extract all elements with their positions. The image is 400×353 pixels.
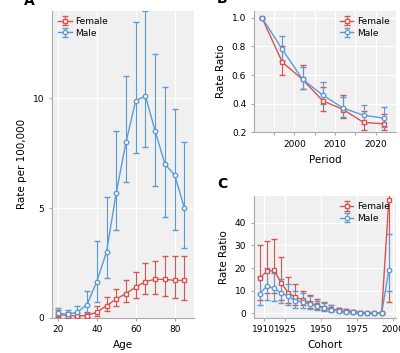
Text: B: B bbox=[217, 0, 228, 6]
Y-axis label: Rate Ratio: Rate Ratio bbox=[219, 230, 229, 284]
Y-axis label: Rate per 100,000: Rate per 100,000 bbox=[17, 119, 27, 209]
Text: A: A bbox=[24, 0, 34, 7]
Text: C: C bbox=[217, 177, 227, 191]
Legend: Female, Male: Female, Male bbox=[56, 15, 110, 40]
X-axis label: Cohort: Cohort bbox=[307, 340, 342, 350]
Legend: Female, Male: Female, Male bbox=[338, 15, 392, 40]
X-axis label: Age: Age bbox=[113, 340, 133, 350]
X-axis label: Period: Period bbox=[309, 155, 341, 164]
Legend: Female, Male: Female, Male bbox=[338, 201, 392, 225]
Y-axis label: Rate Ratio: Rate Ratio bbox=[216, 44, 226, 98]
